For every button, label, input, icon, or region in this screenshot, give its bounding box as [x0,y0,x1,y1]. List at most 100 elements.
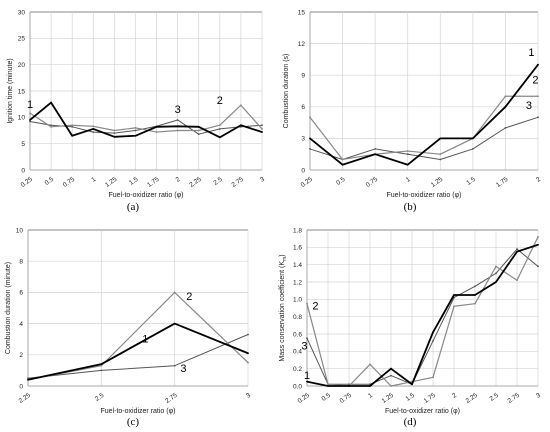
data-point [406,153,409,156]
x-tick-label: 2.75 [164,392,179,405]
y-tick-label: 0 [21,167,25,174]
data-point [453,294,455,296]
data-point [504,95,507,98]
series-annotation: 1 [528,47,534,59]
series-annotation: 3 [180,363,186,375]
series-annotation: 1 [304,370,310,382]
data-point [92,125,95,128]
y-tick-label: 9 [301,73,305,80]
x-tick-label: 1.75 [495,176,510,189]
data-point [309,137,311,140]
x-tick-label: 2.5 [94,392,106,403]
y-axis-label: Ignition time (minute) [7,58,14,123]
y-tick-label: 30 [18,9,26,16]
y-tick-label: 12 [298,41,306,48]
data-point [100,363,103,366]
data-point [432,331,434,334]
data-point [495,272,497,275]
series-annotation: 2 [217,95,223,107]
data-point [390,367,392,370]
y-tick-label: 6 [301,104,305,111]
data-point [29,120,31,123]
x-axis-label: Fuel-to-oxidizer ratio (φ) [387,192,462,199]
data-point [50,124,52,127]
x-tick-label: 2 [535,176,542,184]
data-point [173,291,176,294]
data-point [247,352,249,355]
x-tick-label: 3 [259,176,266,184]
x-tick-label: 1 [90,176,97,184]
x-tick-label: 2.25 [188,176,203,189]
x-tick-label: 1.25 [104,176,119,189]
series-line-3 [309,116,539,160]
data-point [537,265,539,268]
y-tick-label: 0 [301,167,305,174]
data-point [92,131,95,133]
data-point [240,124,242,127]
data-point [29,112,31,115]
x-axis-label: Fuel-to-oxidizer ratio (φ) [109,192,184,199]
data-point [516,279,518,282]
x-axis-label: Fuel-to-oxidizer ratio (φ) [101,408,176,415]
data-point [411,383,413,386]
y-tick-label: 10 [16,227,24,234]
x-tick-label: 2.75 [231,176,246,189]
data-point [504,126,507,129]
x-tick-label: 1.5 [128,176,140,187]
data-point [197,133,200,136]
x-tick-label: 0.25 [300,176,315,189]
x-tick-label: 2 [451,392,458,400]
data-point [341,158,344,161]
x-tick-label: 2.75 [507,392,522,405]
data-point [306,380,308,383]
data-point [197,129,200,132]
data-point [247,361,249,364]
panel-caption: (c) [127,416,140,428]
data-point [261,124,263,127]
x-tick-label: 1.5 [405,392,417,403]
data-point [261,128,263,130]
y-tick-label: 8 [19,259,23,266]
y-tick-label: 10 [18,115,26,122]
data-point [471,148,474,150]
data-point [113,129,116,132]
y-tick-label: 5 [21,141,25,148]
y-tick-label: 0.8 [293,314,302,321]
x-tick-label: 1 [367,392,374,400]
data-point [176,125,179,128]
panel-c: 0 2 4 6 8 10 2.25 2.5 2.75 3 2 1 3 Fuel-to-oxidizer r… [5,227,252,428]
data-point [309,148,311,150]
series-line-1 [29,101,263,139]
x-tick-label: 1.25 [381,392,396,405]
data-point [471,137,474,140]
y-tick-label: 0.2 [293,366,302,373]
data-point [516,248,518,250]
x-tick-label: 0.75 [365,176,380,189]
series-line-2 [309,95,538,161]
y-axis-label: Mass conservation coefficient (Km) [279,254,288,361]
y-tick-label: 15 [298,9,306,16]
series-annotation: 3 [301,341,307,353]
data-point [537,116,539,119]
x-tick-label: 1 [405,176,412,184]
series-annotation: 1 [27,99,33,111]
y-axis-label: Combustion duration (s) [283,54,290,129]
y-tick-label: 15 [18,88,26,95]
data-point [327,383,329,386]
series-annotation: 1 [142,333,148,345]
x-tick-label: 3 [245,392,252,400]
y-tick-label: 4 [19,321,23,328]
data-point [495,281,497,283]
data-point [439,137,442,140]
data-point [176,129,179,132]
x-tick-label: 0.25 [297,392,312,405]
data-point [432,340,434,342]
series-annotation: 3 [526,100,532,112]
x-tick-label: 2.25 [465,392,480,405]
series-line-1 [27,322,249,381]
x-tick-label: 0.5 [335,176,347,187]
y-tick-label: 0.0 [293,383,302,390]
data-point [173,322,176,325]
data-point [247,333,249,336]
